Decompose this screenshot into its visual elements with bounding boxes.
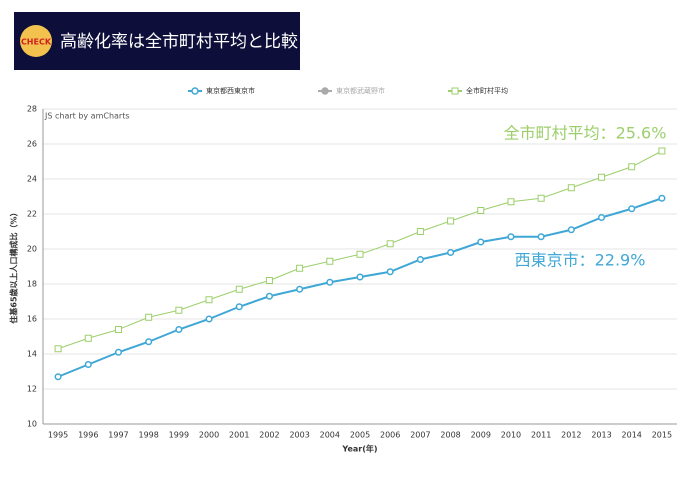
legend-marker <box>451 87 459 95</box>
data-point <box>567 184 575 192</box>
data-point <box>598 173 606 181</box>
data-point <box>507 198 515 206</box>
data-point <box>265 292 273 300</box>
data-point <box>205 315 213 323</box>
y-tick-label: 16 <box>27 315 37 324</box>
y-axis-label: 住基65歳以上人口構成比（%） <box>9 208 19 323</box>
x-tick-label: 2008 <box>440 431 460 440</box>
x-tick-label: 2010 <box>501 431 521 440</box>
data-point <box>235 303 243 311</box>
x-tick-label: 1995 <box>48 431 68 440</box>
legend-label: 東京都西東京市 <box>206 86 255 95</box>
data-point <box>326 257 334 265</box>
x-tick-label: 1999 <box>169 431 189 440</box>
y-tick-label: 12 <box>27 385 37 394</box>
y-tick-label: 18 <box>27 280 37 289</box>
data-point <box>84 360 92 369</box>
x-tick-label: 2006 <box>380 431 400 440</box>
data-point <box>477 238 485 246</box>
x-tick-label: 2014 <box>622 431 642 440</box>
y-tick-label: 24 <box>27 175 37 184</box>
data-point <box>507 233 515 241</box>
data-point <box>205 296 213 304</box>
x-tick-label: 2015 <box>652 431 672 440</box>
credit: JS chart by amCharts <box>44 112 130 121</box>
data-point <box>296 285 304 293</box>
x-tick-label: 2009 <box>471 431 491 440</box>
data-point <box>145 313 153 321</box>
x-tick-label: 2003 <box>289 431 309 440</box>
data-point <box>658 147 666 155</box>
y-tick-label: 14 <box>27 350 37 359</box>
data-point <box>628 163 636 171</box>
data-point <box>265 277 273 284</box>
data-point <box>447 217 455 225</box>
annotation: 全市町村平均：25.6% <box>504 124 667 143</box>
data-point <box>658 194 666 202</box>
y-tick-label: 28 <box>27 105 37 114</box>
annotation: 西東京市：22.9% <box>515 251 646 270</box>
x-tick-label: 1998 <box>138 431 158 440</box>
series-line <box>57 197 663 378</box>
x-tick-label: 2007 <box>410 431 430 440</box>
data-point <box>175 306 183 314</box>
header-title: 高齢化率は全市町村平均と比較 <box>60 32 298 52</box>
data-point <box>447 248 455 257</box>
x-tick-label: 1997 <box>108 431 128 440</box>
y-tick-label: 22 <box>27 210 37 219</box>
data-point <box>477 207 485 214</box>
legend-label: 東京都武蔵野市 <box>336 86 385 95</box>
data-point <box>386 268 394 276</box>
data-point <box>356 250 364 258</box>
data-point <box>175 325 183 334</box>
legend-label: 全市町村平均 <box>466 86 508 95</box>
x-tick-label: 2002 <box>259 431 279 440</box>
data-point <box>326 278 334 286</box>
x-tick-label: 1996 <box>78 431 98 440</box>
x-tick-label: 2013 <box>591 431 611 440</box>
badge-icon <box>20 25 52 57</box>
data-point <box>145 338 153 346</box>
data-point <box>54 373 62 381</box>
y-tick-label: 20 <box>27 245 37 254</box>
data-point <box>114 348 123 356</box>
data-point <box>296 264 304 272</box>
data-point <box>597 213 606 222</box>
y-tick-label: 26 <box>27 140 37 149</box>
data-point <box>114 326 122 333</box>
data-point <box>416 255 424 264</box>
x-axis-label: Year(年) <box>341 444 377 454</box>
y-tick-label: 10 <box>27 420 37 429</box>
data-point <box>54 345 62 353</box>
data-point <box>537 194 545 202</box>
data-point <box>537 233 545 241</box>
data-point <box>84 334 92 342</box>
x-tick-label: 2011 <box>531 431 551 440</box>
data-point <box>356 273 364 281</box>
x-tick-label: 2001 <box>229 431 249 440</box>
data-point <box>416 228 424 235</box>
data-point <box>386 240 394 248</box>
x-tick-label: 2004 <box>320 431 340 440</box>
header-banner <box>14 12 300 70</box>
data-point <box>235 285 243 293</box>
data-point <box>628 205 636 213</box>
x-tick-label: 2005 <box>350 431 370 440</box>
legend-marker <box>321 87 329 95</box>
x-tick-label: 2000 <box>199 431 219 440</box>
data-point <box>567 226 575 234</box>
x-tick-label: 2012 <box>561 431 581 440</box>
badge: CHECK <box>21 38 52 47</box>
legend-marker <box>191 87 199 95</box>
